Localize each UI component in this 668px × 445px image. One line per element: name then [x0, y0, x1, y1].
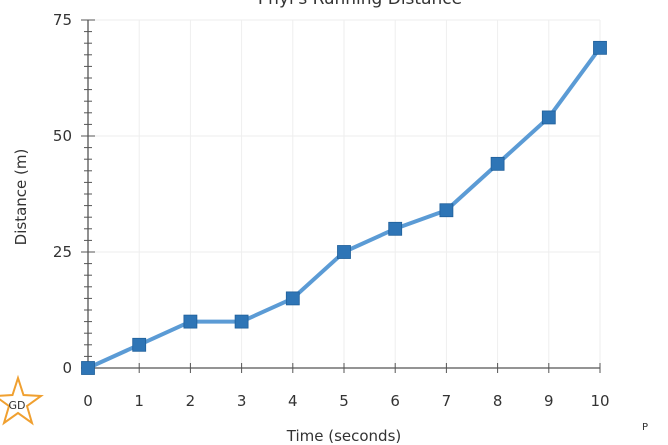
data-point-5: [337, 245, 351, 259]
x-tick-label-7: 7: [442, 392, 452, 410]
y-tick-label-3: 75: [53, 11, 72, 29]
x-tick-label-1: 1: [134, 392, 144, 410]
x-tick-label-4: 4: [288, 392, 298, 410]
corner-mark: P: [642, 422, 648, 433]
data-point-7: [439, 203, 454, 218]
y-axis-title: Distance (m): [12, 149, 30, 246]
x-axis-title: Time (seconds): [286, 427, 402, 445]
y-tick-label-0: 0: [62, 359, 72, 377]
data-point-3: [234, 314, 249, 329]
gd-star-badge: GD: [0, 374, 44, 426]
x-tick-label-2: 2: [186, 392, 196, 410]
star-icon: [0, 374, 44, 426]
x-tick-label-6: 6: [390, 392, 400, 410]
axes: 0 25 50 75 0 1 2 3 4 5 6 7 8 9 10: [53, 11, 610, 410]
x-tick-label-10: 10: [590, 392, 609, 410]
x-tick-label-9: 9: [544, 392, 554, 410]
data-point-6: [388, 221, 403, 236]
data-point-8: [490, 156, 505, 171]
data-point-2: [183, 314, 198, 329]
x-tick-label-8: 8: [493, 392, 503, 410]
y-tick-label-1: 25: [53, 243, 72, 261]
gridlines: [88, 19, 601, 368]
series-distance: [81, 40, 607, 375]
gd-badge-label: GD: [9, 399, 26, 412]
y-tick-label-2: 50: [53, 127, 72, 145]
data-point-4: [285, 291, 300, 306]
data-point-1: [132, 337, 147, 352]
data-point-10: [593, 40, 607, 55]
x-tick-label-3: 3: [237, 392, 247, 410]
x-tick-label-0: 0: [83, 392, 93, 410]
data-point-9: [541, 110, 556, 125]
data-point-0: [81, 361, 95, 375]
chart-title: Phyl's Running Distance: [258, 0, 462, 9]
x-tick-label-5: 5: [339, 392, 349, 410]
